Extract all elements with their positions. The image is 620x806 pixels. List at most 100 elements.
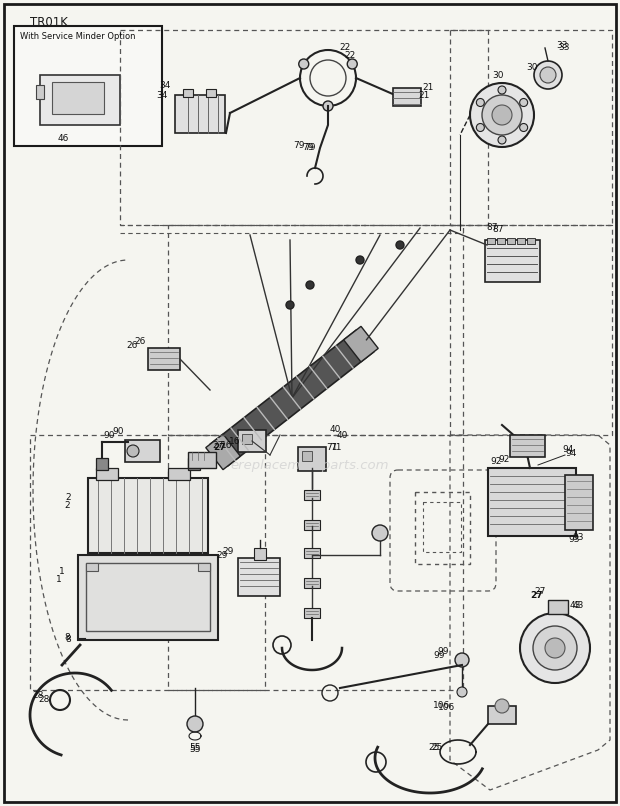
Text: 28: 28 [38, 696, 50, 704]
Bar [206, 89, 216, 97]
Circle shape [457, 687, 467, 697]
Bar [52, 82, 104, 114]
Text: 106: 106 [438, 704, 456, 713]
Circle shape [347, 59, 357, 69]
Text: 87: 87 [492, 226, 503, 235]
Circle shape [476, 98, 484, 106]
Text: 22: 22 [344, 51, 356, 60]
Circle shape [498, 86, 506, 94]
Bar [517, 238, 525, 244]
Bar [242, 434, 252, 444]
Text: 27: 27 [534, 588, 546, 596]
Bar [488, 468, 576, 536]
Text: 33: 33 [556, 40, 568, 49]
Text: 33: 33 [558, 44, 570, 52]
Bar [304, 608, 320, 618]
Circle shape [356, 256, 364, 264]
Bar [510, 435, 545, 457]
Bar [168, 468, 190, 480]
Text: 34: 34 [156, 90, 167, 99]
Bar [485, 240, 540, 282]
Text: 106: 106 [433, 701, 450, 711]
Text: 27: 27 [212, 442, 224, 451]
Text: 25: 25 [432, 743, 443, 753]
Bar [423, 502, 461, 552]
Bar [86, 563, 98, 571]
Circle shape [533, 626, 577, 670]
Circle shape [476, 123, 484, 131]
Bar [548, 600, 568, 614]
Bar [14, 26, 162, 146]
Bar [78, 555, 218, 640]
Circle shape [187, 716, 203, 732]
Circle shape [323, 101, 333, 111]
Text: 93: 93 [569, 535, 580, 545]
Bar [206, 434, 241, 470]
Bar [488, 706, 516, 724]
Text: 26: 26 [126, 340, 138, 350]
Text: 21: 21 [422, 84, 433, 93]
Text: 26: 26 [135, 338, 146, 347]
Text: ereplacementparts.com: ereplacementparts.com [231, 459, 389, 472]
Text: 27: 27 [530, 591, 543, 600]
Text: 43: 43 [572, 600, 583, 609]
Text: TR01K: TR01K [30, 16, 68, 29]
Text: 29: 29 [216, 550, 228, 559]
Bar [304, 578, 320, 588]
Bar [175, 95, 225, 133]
Bar [30, 435, 265, 690]
Circle shape [372, 525, 388, 541]
Circle shape [498, 136, 506, 144]
Text: 43: 43 [570, 601, 582, 610]
Bar [148, 348, 180, 370]
Circle shape [492, 105, 512, 125]
Bar [450, 225, 612, 435]
Bar [298, 447, 326, 471]
Text: 71: 71 [326, 443, 338, 452]
Bar [120, 30, 488, 225]
Text: 71: 71 [330, 443, 342, 452]
Text: 90: 90 [112, 427, 124, 437]
Text: 55: 55 [189, 746, 201, 754]
Text: 16: 16 [229, 438, 241, 447]
Text: 27: 27 [214, 443, 226, 452]
Circle shape [545, 638, 565, 658]
Text: 21: 21 [418, 90, 430, 99]
Bar [96, 468, 118, 480]
Bar [168, 225, 463, 435]
Bar [125, 440, 160, 462]
Text: 79: 79 [303, 143, 314, 152]
Text: 2: 2 [65, 493, 71, 502]
Text: 34: 34 [159, 81, 170, 89]
Text: 1: 1 [56, 575, 62, 584]
Text: 79: 79 [293, 140, 305, 149]
Text: 22: 22 [339, 43, 351, 52]
Text: 29: 29 [223, 547, 234, 556]
Bar [393, 88, 421, 106]
Bar [188, 452, 216, 468]
Text: 94: 94 [565, 448, 577, 458]
Bar [183, 89, 193, 97]
Bar [86, 563, 210, 631]
Circle shape [520, 613, 590, 683]
Text: 92: 92 [498, 455, 510, 464]
Circle shape [495, 699, 509, 713]
Text: 55: 55 [189, 743, 201, 753]
Text: 79: 79 [304, 143, 316, 152]
Circle shape [520, 98, 528, 106]
Bar [96, 458, 108, 470]
Text: 46: 46 [58, 134, 69, 143]
Text: 16: 16 [221, 441, 232, 450]
Bar [168, 435, 463, 690]
Text: 93: 93 [572, 534, 583, 542]
Bar [415, 492, 470, 564]
Bar [238, 430, 266, 452]
Circle shape [482, 95, 522, 135]
Bar [487, 238, 495, 244]
Circle shape [127, 445, 139, 457]
Text: 87: 87 [486, 223, 498, 232]
Text: 40: 40 [336, 430, 348, 439]
Text: 40: 40 [330, 426, 342, 434]
Bar [40, 75, 120, 125]
Bar [88, 478, 208, 553]
